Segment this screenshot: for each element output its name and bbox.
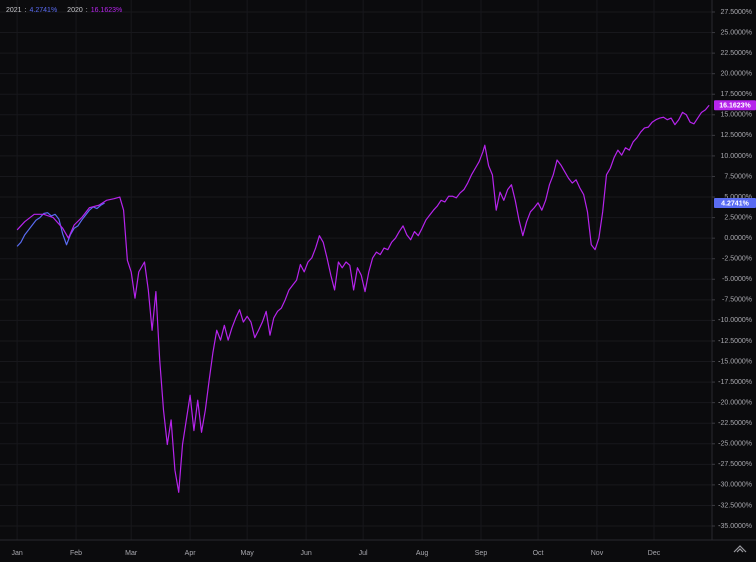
y-tick-label: -35.0000% (718, 523, 752, 530)
y-tick-label: 22.5000% (720, 50, 752, 57)
legend: 2021:4.2741% 2020:16.1623% (6, 7, 122, 14)
legend-separator: : (86, 7, 88, 14)
y-tick-label: -30.0000% (718, 482, 752, 489)
x-tick-label: Sep (475, 550, 488, 557)
y-tick-label: 2.5000% (724, 214, 752, 221)
y-tick-label: 25.0000% (720, 29, 752, 36)
y-tick-label: 12.5000% (720, 132, 752, 139)
x-tick-label: Jan (11, 550, 22, 557)
icon (733, 545, 747, 553)
y-tick-label: 0.0000% (724, 235, 752, 242)
y-tick-label: 5.0000% (724, 194, 752, 201)
y-tick-label: 17.5000% (720, 91, 752, 98)
y-tick-label: -22.5000% (718, 420, 752, 427)
x-tick-label: Jul (359, 550, 368, 557)
y-tick-label: -7.5000% (722, 297, 752, 304)
series-line (16, 104, 710, 493)
y-tick-label: 15.0000% (720, 112, 752, 119)
y-tick-label: -27.5000% (718, 461, 752, 468)
y-tick-label: -10.0000% (718, 317, 752, 324)
y-tick-label: -5.0000% (722, 276, 752, 283)
x-tick-label: Oct (533, 550, 544, 557)
legend-value: 16.1623% (91, 7, 123, 14)
y-tick-label: 7.5000% (724, 173, 752, 180)
x-tick-label: Aug (416, 550, 429, 557)
legend-separator: : (25, 7, 27, 14)
y-tick-label: 20.0000% (720, 71, 752, 78)
x-tick-label: Nov (591, 550, 604, 557)
plot (16, 104, 710, 493)
y-tick-label: -12.5000% (718, 338, 752, 345)
y-tick-label: -20.0000% (718, 399, 752, 406)
x-tick-label: Mar (125, 550, 138, 557)
x-tick-label: Apr (185, 550, 197, 557)
legend-name: 2021 (6, 7, 22, 14)
y-tick-label: 27.5000% (720, 9, 752, 16)
auto-scale-icon[interactable] (733, 545, 747, 553)
x-tick-label: Feb (70, 550, 82, 557)
x-tick-label: Jun (300, 550, 311, 557)
last-value-label: 16.1623% (719, 103, 751, 110)
y-tick-label: 10.0000% (720, 153, 752, 160)
last-value-label: 4.2741% (721, 200, 749, 207)
y-tick-label: -17.5000% (718, 379, 752, 386)
y-tick-label: -15.0000% (718, 358, 752, 365)
legend-value: 4.2741% (30, 7, 58, 14)
x-tick-label: Dec (648, 550, 661, 557)
y-tick-label: -2.5000% (722, 256, 752, 263)
y-tick-label: -32.5000% (718, 502, 752, 509)
x-tick-label: May (241, 550, 255, 557)
y-tick-label: -25.0000% (718, 441, 752, 448)
last-value-badge (714, 198, 756, 209)
last-value-badge (714, 100, 756, 111)
legend-name: 2020 (67, 7, 83, 14)
